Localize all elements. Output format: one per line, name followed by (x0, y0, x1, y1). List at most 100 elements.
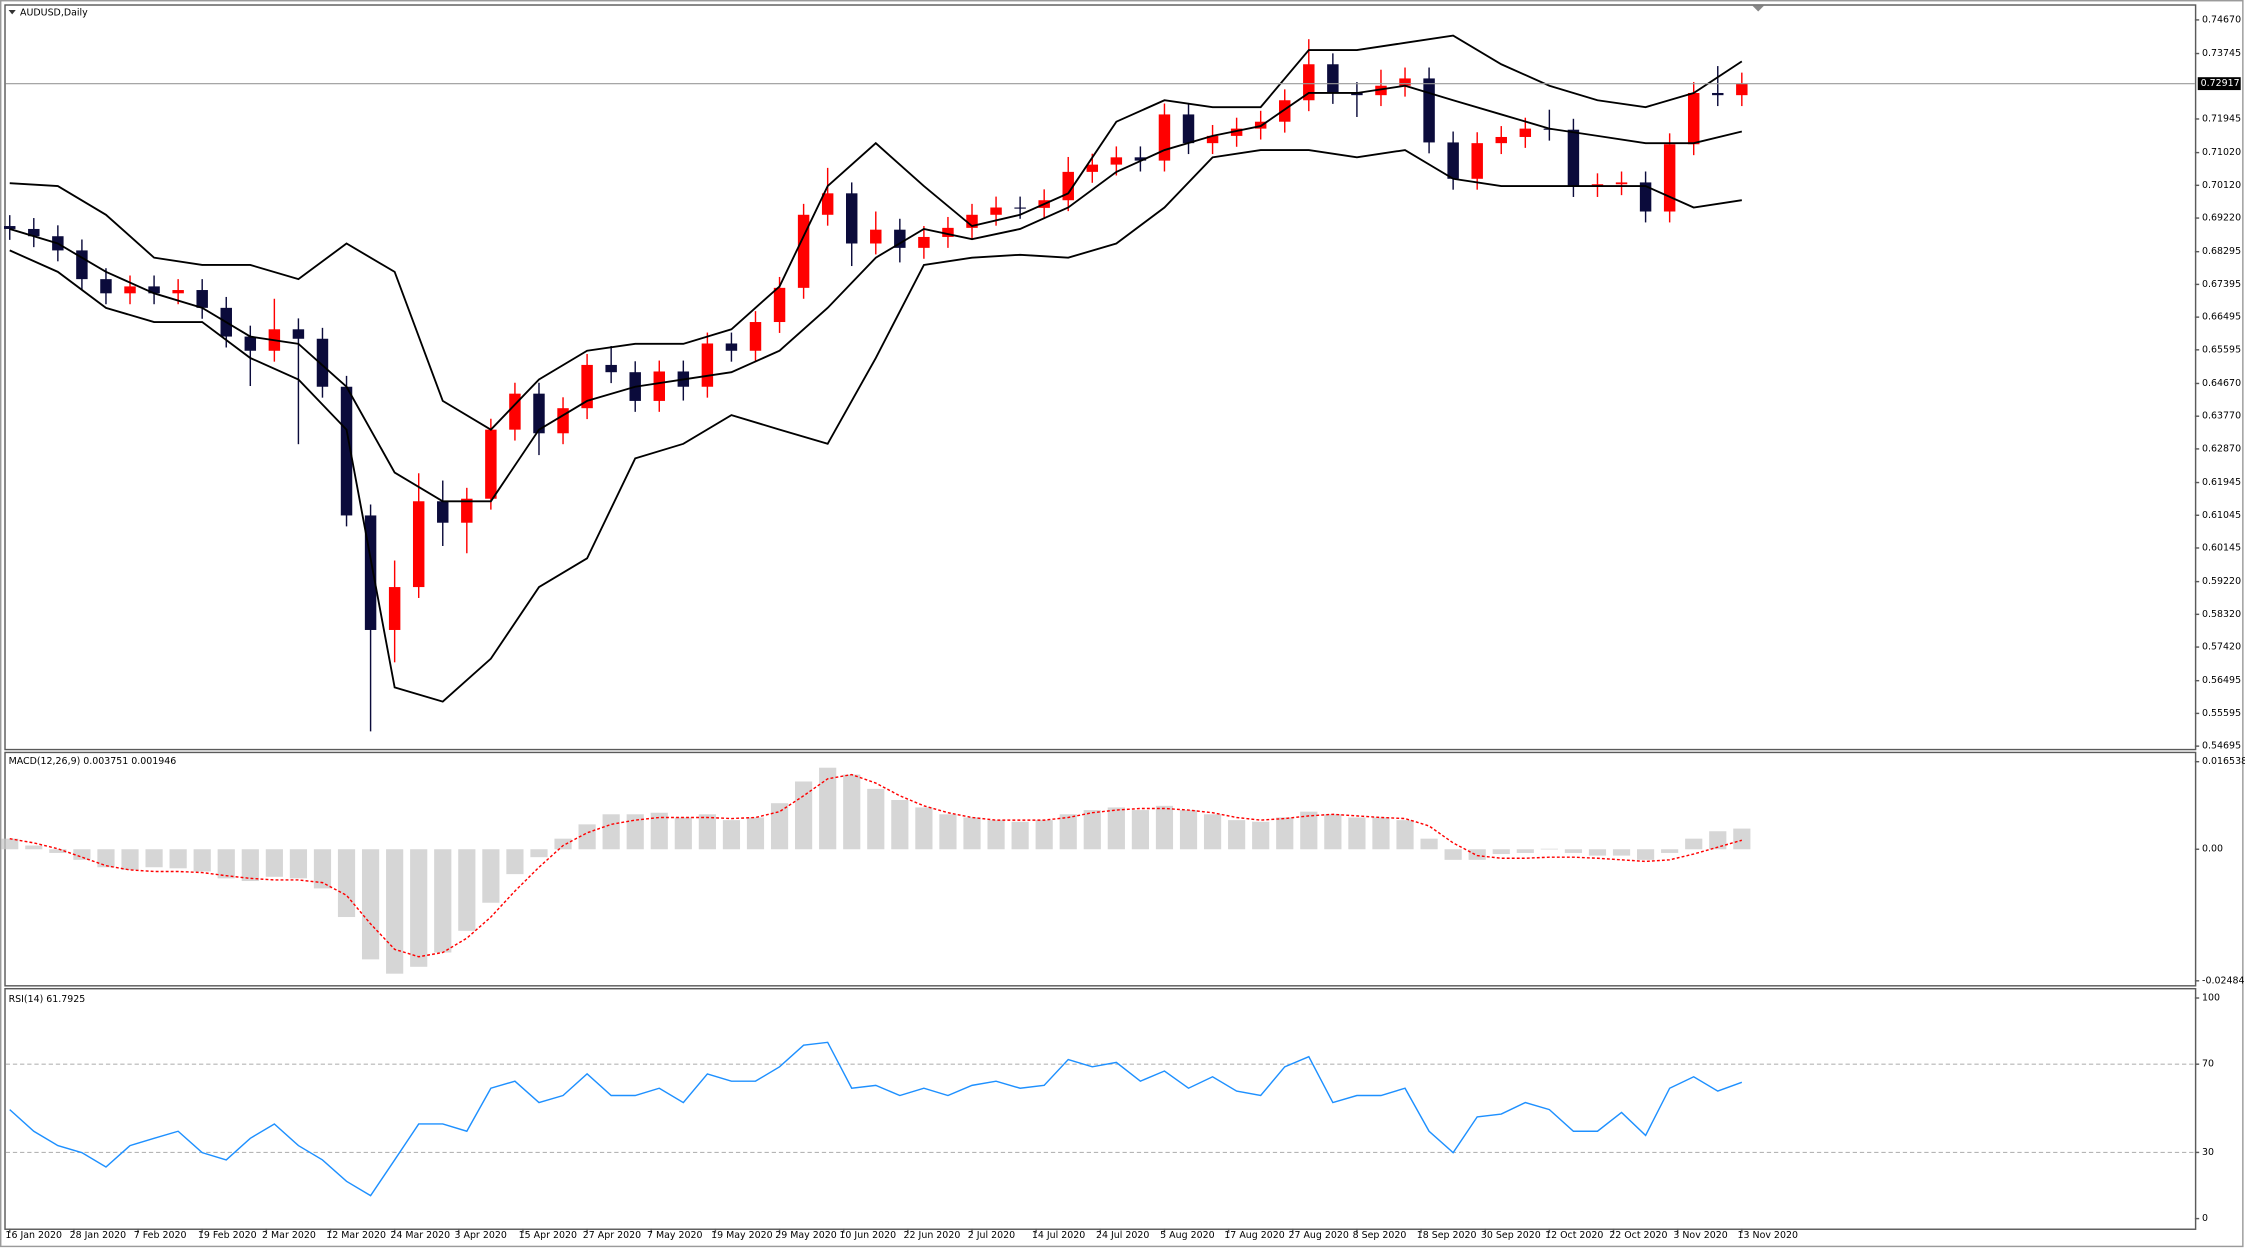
y-tick-label: 0.60145 (2202, 542, 2241, 553)
x-tick-label: 14 Jul 2020 (1032, 1230, 1085, 1241)
candle-body (966, 214, 978, 228)
current-price-label: 0.72917 (2201, 78, 2240, 89)
macd-histogram-bar (1685, 838, 1703, 850)
macd-histogram-bar (25, 845, 43, 850)
x-tick-label: 28 Jan 2020 (70, 1230, 127, 1241)
macd-histogram-bar (97, 849, 115, 868)
macd-histogram-bar (1468, 849, 1486, 860)
macd-pane (4, 751, 2197, 987)
macd-histogram-bar (963, 817, 981, 850)
macd-histogram-bar (49, 849, 67, 853)
candle-body (557, 408, 569, 434)
macd-histogram-bar (1083, 810, 1101, 850)
candle-body (870, 229, 882, 244)
x-tick-label: 19 May 2020 (711, 1230, 773, 1241)
macd-histogram-bar (698, 814, 716, 850)
y-tick-label: 0.67395 (2202, 279, 2241, 290)
y-tick-label: 0 (2202, 1213, 2208, 1224)
candle-body (340, 386, 353, 516)
macd-histogram-bar (1396, 820, 1414, 850)
macd-histogram-bar (915, 807, 933, 850)
candle-body (1206, 135, 1219, 144)
candle-body (990, 207, 1002, 215)
candle-body (1639, 182, 1652, 212)
y-tick-label: 0.54695 (2202, 741, 2241, 752)
macd-histogram-bar (554, 838, 572, 850)
candle-body (364, 515, 377, 630)
y-tick-label: 0.66495 (2202, 312, 2241, 323)
bollinger-upper (9, 34, 1743, 431)
candle-body (1736, 83, 1748, 96)
menu-arrow (8, 10, 16, 15)
y-tick-label: 0.68295 (2202, 246, 2241, 257)
candle-body (1663, 144, 1676, 212)
macd-histogram-bar (1324, 814, 1342, 850)
y-tick-label: 0.71020 (2202, 147, 2241, 158)
y-tick-label: 0.00 (2202, 844, 2223, 855)
y-tick-label: 0.59220 (2202, 576, 2241, 587)
y-tick-label: 0.57420 (2202, 642, 2241, 653)
candle-body (172, 290, 184, 294)
macd-histogram-bar (746, 817, 765, 850)
candle-body (797, 214, 810, 288)
x-tick-label: 22 Jun 2020 (904, 1230, 961, 1241)
macd-histogram-bar (1035, 820, 1053, 850)
macd-histogram-bar (386, 849, 404, 974)
candle-body (1062, 171, 1074, 201)
macd-title: MACD(12,26,9) 0.003751 0.001946 (9, 756, 177, 767)
macd-histogram-bar (121, 849, 139, 870)
macd-histogram-bar (410, 849, 428, 967)
macd-histogram-bar (770, 803, 789, 850)
rsi-title: RSI(14) 61.7925 (9, 994, 86, 1005)
y-tick-label: -0.024849 (2202, 975, 2245, 986)
macd-histogram-bar (1733, 828, 1751, 850)
macd-histogram-bar (1516, 849, 1534, 853)
macd-histogram-bar (73, 849, 91, 860)
x-tick-label: 2 Jul 2020 (968, 1230, 1015, 1241)
macd-histogram-bar (1300, 811, 1318, 850)
macd-histogram-bar (169, 849, 187, 869)
candle-body (1110, 157, 1123, 165)
candle-body (509, 393, 521, 430)
macd-histogram-bar (1637, 849, 1655, 860)
candle-body (581, 364, 593, 409)
x-tick-label: 2 Mar 2020 (262, 1230, 316, 1241)
macd-histogram-bar (1709, 831, 1727, 850)
macd-histogram-bar (1661, 849, 1679, 853)
macd-histogram-bar (602, 814, 620, 850)
candle-body (485, 429, 497, 499)
x-tick-label: 13 Nov 2020 (1738, 1230, 1798, 1241)
macd-histogram-bar (313, 849, 332, 889)
macd-histogram-bar (361, 849, 380, 960)
macd-histogram-bar (1203, 814, 1222, 850)
candle-body (1567, 129, 1580, 187)
candle-body (1182, 114, 1195, 144)
macd-histogram-bar (458, 849, 476, 931)
candle-body (388, 587, 401, 630)
candle-body (653, 371, 665, 401)
candle-body (1086, 164, 1099, 172)
x-tick-label: 3 Nov 2020 (1673, 1230, 1727, 1241)
candle-body (196, 290, 208, 308)
macd-histogram-bar (1564, 849, 1583, 853)
candle-body (1423, 78, 1435, 143)
candle-body (725, 343, 738, 351)
candle-body (845, 193, 858, 244)
candle-body (244, 336, 257, 351)
candle-body (533, 393, 545, 434)
macd-histogram-bar (1420, 838, 1438, 850)
candle-body (1303, 64, 1315, 101)
shift-marker (1752, 5, 1764, 12)
y-tick-label: 0.62870 (2202, 443, 2241, 454)
macd-signal-line (9, 773, 1743, 958)
y-tick-label: 0.65595 (2202, 344, 2241, 355)
candle-body (1712, 92, 1724, 96)
y-tick-label: 0.69220 (2202, 213, 2241, 224)
current-price-box (2197, 77, 2241, 91)
candle-body (749, 322, 762, 351)
x-tick-label: 12 Mar 2020 (326, 1230, 386, 1241)
bollinger-lower (9, 149, 1742, 703)
macd-histogram-bar (1276, 817, 1294, 850)
macd-histogram-bar (530, 849, 548, 858)
